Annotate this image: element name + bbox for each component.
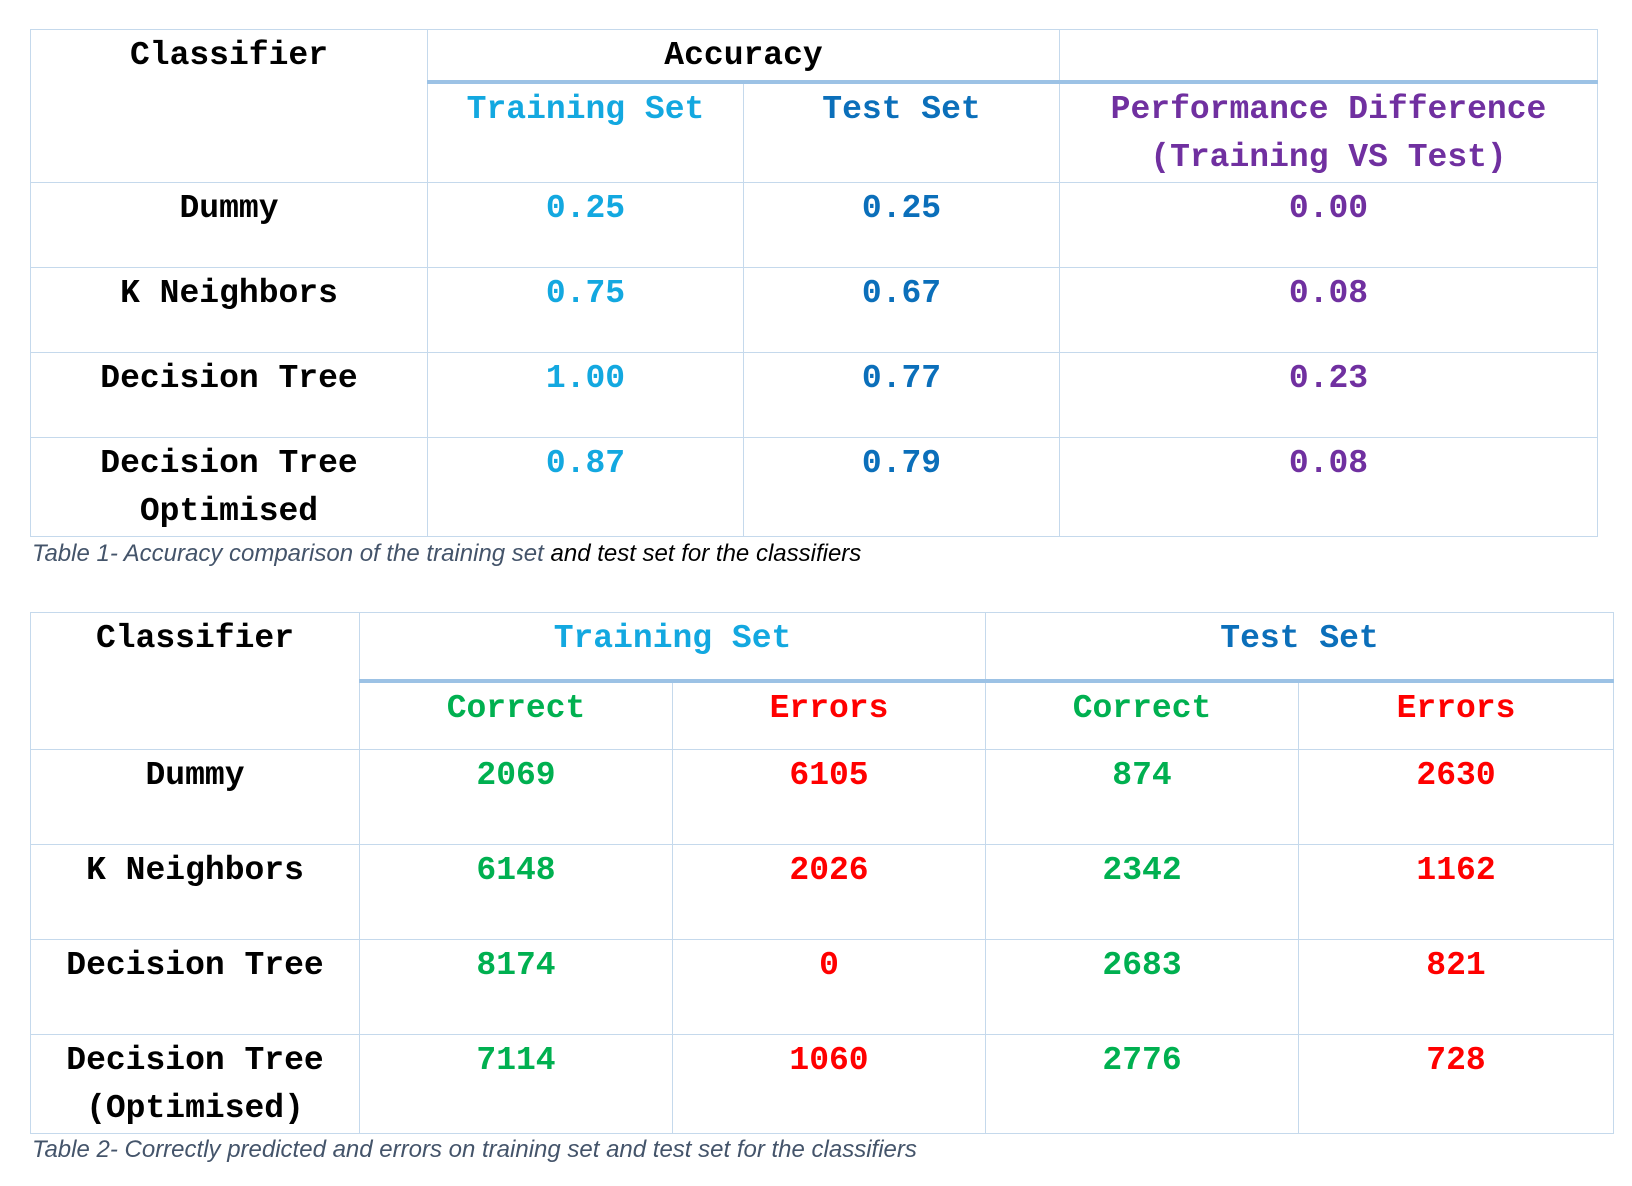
classifier-name: K Neighbors (30, 844, 360, 940)
training-accuracy: 0.87 (427, 437, 744, 537)
table1-caption: Table 1- Accuracy comparison of the trai… (32, 540, 862, 567)
empty-header-cell (1059, 29, 1598, 84)
test-correct: 2342 (985, 844, 1300, 940)
test-correct-header: Correct (985, 680, 1300, 750)
accuracy-difference: 0.00 (1059, 182, 1598, 268)
classifier-name: Dummy (30, 182, 428, 268)
training-accuracy: 0.75 (427, 267, 744, 353)
table-row: Decision Tree (Optimised) 7114 1060 2776… (30, 1034, 1615, 1134)
performance-difference-header: Performance Difference (Training VS Test… (1059, 81, 1598, 183)
table-row: Decision Tree 8174 0 2683 821 (30, 939, 1615, 1035)
training-correct: 7114 (359, 1034, 673, 1134)
table-row: K Neighbors 6148 2026 2342 1162 (30, 844, 1615, 940)
training-correct: 2069 (359, 749, 673, 845)
test-accuracy: 0.67 (743, 267, 1060, 353)
training-errors: 6105 (671, 749, 987, 845)
classifier-header: Classifier (30, 612, 360, 750)
accuracy-difference: 0.08 (1059, 437, 1598, 537)
accuracy-table: Classifier Accuracy Training Set Test Se… (30, 29, 1598, 537)
classifier-name: Dummy (30, 749, 360, 845)
accuracy-difference: 0.23 (1059, 352, 1598, 438)
test-errors: 728 (1298, 1034, 1615, 1134)
test-errors: 821 (1298, 939, 1615, 1035)
training-errors: 1060 (671, 1034, 987, 1134)
table-row: Dummy 0.25 0.25 0.00 (30, 182, 1598, 268)
table-row: K Neighbors 0.75 0.67 0.08 (30, 267, 1598, 353)
training-accuracy: 1.00 (427, 352, 744, 438)
training-errors: 0 (671, 939, 987, 1035)
classifier-name: Decision Tree Optimised (30, 437, 428, 537)
classifier-name: Decision Tree (30, 352, 428, 438)
table2-caption: Table 2- Correctly predicted and errors … (32, 1136, 917, 1163)
training-set-header: Training Set (358, 612, 987, 683)
accuracy-difference: 0.08 (1059, 267, 1598, 353)
test-correct: 2776 (985, 1034, 1300, 1134)
training-correct: 6148 (359, 844, 673, 940)
test-errors-header: Errors (1298, 680, 1615, 750)
test-correct: 2683 (985, 939, 1300, 1035)
test-accuracy: 0.25 (743, 182, 1060, 268)
predictions-table: Classifier Training Set Test Set Correct… (30, 612, 1615, 1134)
classifier-name: Decision Tree (Optimised) (30, 1034, 360, 1134)
test-accuracy: 0.77 (743, 352, 1060, 438)
table-row: Dummy 2069 6105 874 2630 (30, 749, 1615, 845)
classifier-header: Classifier (30, 29, 428, 183)
table-row: Decision Tree Optimised 0.87 0.79 0.08 (30, 437, 1598, 537)
perf-diff-line1: Performance Difference (1110, 91, 1547, 128)
training-set-header: Training Set (427, 81, 744, 183)
training-errors-header: Errors (671, 680, 987, 750)
training-correct-header: Correct (359, 680, 673, 750)
training-correct: 8174 (359, 939, 673, 1035)
training-errors: 2026 (671, 844, 987, 940)
test-errors: 2630 (1298, 749, 1615, 845)
test-accuracy: 0.79 (743, 437, 1060, 537)
test-set-header: Test Set (743, 81, 1060, 183)
test-errors: 1162 (1298, 844, 1615, 940)
classifier-name: K Neighbors (30, 267, 428, 353)
table-row: Decision Tree 1.00 0.77 0.23 (30, 352, 1598, 438)
classifier-name: Decision Tree (30, 939, 360, 1035)
test-correct: 874 (985, 749, 1300, 845)
perf-diff-line2: (Training VS Test) (1150, 139, 1507, 176)
accuracy-header: Accuracy (427, 29, 1060, 84)
test-set-header: Test Set (985, 612, 1615, 683)
training-accuracy: 0.25 (427, 182, 744, 268)
